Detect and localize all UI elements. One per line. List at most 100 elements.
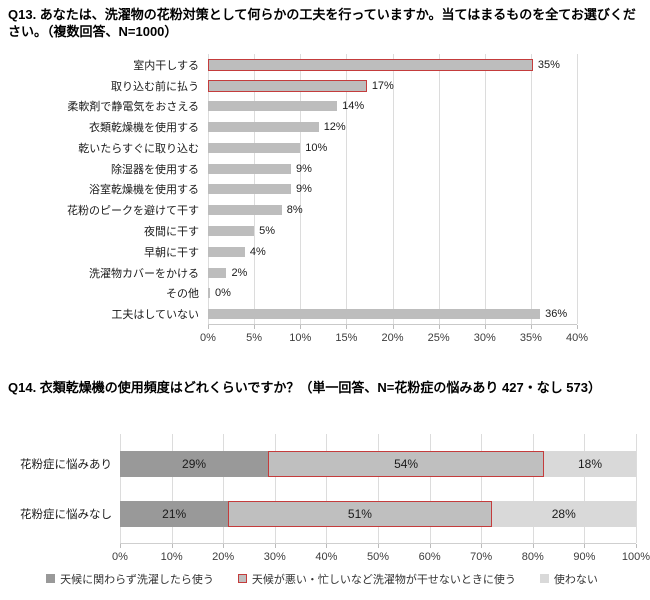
- q13-bar-row: 乾いたらすぐに取り込む 10%: [8, 138, 577, 159]
- category-label: 花粉のピークを避けて干す: [67, 205, 199, 218]
- category-label: 浴室乾燥機を使用する: [89, 184, 199, 197]
- axis-tick-mark: [346, 324, 348, 329]
- x-tick-label: 25%: [427, 331, 450, 344]
- x-tick-label: 40%: [565, 331, 589, 344]
- x-tick-label: 5%: [246, 331, 263, 344]
- gridline: [274, 433, 276, 543]
- category-label: 除湿器を使用する: [111, 163, 199, 176]
- stacked-segment: 29%: [120, 450, 269, 477]
- q14-bar-row: 花粉症に悩みあり 29% 54% 18%: [8, 439, 636, 489]
- segment-value-label: 54%: [394, 456, 419, 471]
- q14-gridlines: [120, 433, 637, 544]
- x-tick-label: 50%: [366, 550, 390, 563]
- category-label: 洗濯物カバーをかける: [89, 267, 199, 280]
- bar-value-label: 4%: [249, 245, 266, 258]
- bar-track: 0%: [208, 283, 577, 304]
- gridline: [326, 433, 328, 543]
- stacked-segment: 21%: [120, 500, 229, 527]
- q14-rows: 花粉症に悩みあり 29% 54% 18% 花粉症に悩みなし 21% 51% 28%: [8, 439, 636, 539]
- axis-tick-mark: [223, 543, 225, 548]
- bar: [208, 163, 292, 174]
- q13-bar-row: その他 0%: [8, 283, 577, 304]
- axis-tick-mark: [532, 543, 534, 548]
- x-tick-label: 100%: [621, 550, 650, 563]
- bar: [208, 184, 292, 195]
- bar: [208, 288, 210, 299]
- q13-bar-row: 柔軟剤で静電気をおさえる 14%: [8, 96, 577, 117]
- legend-label: 天候が悪い・忙しいなど洗濯物が干せないときに使う: [251, 573, 516, 586]
- bar-track: 17%: [208, 75, 577, 96]
- gridline: [484, 54, 486, 324]
- axis-tick-mark: [378, 543, 379, 548]
- bar: [208, 122, 319, 133]
- q13-title: Q13. あなたは、洗濯物の花粉対策として何らかの工夫を行っていますか。当てはま…: [8, 7, 636, 40]
- q13-bar-row: 浴室乾燥機を使用する 9%: [8, 179, 577, 200]
- bar-track: 12%: [208, 117, 577, 138]
- gridline: [584, 433, 586, 543]
- highlighted-bar: [208, 58, 533, 71]
- segment-value-label: 29%: [182, 456, 207, 471]
- stacked-segment: 18%: [544, 450, 636, 477]
- legend-marker: [46, 574, 56, 584]
- bar: [208, 309, 541, 320]
- bar: [208, 101, 338, 112]
- axis-tick-mark: [481, 543, 483, 548]
- bar-value-label: 9%: [296, 162, 312, 175]
- category-label: 衣類乾燥機を使用する: [89, 122, 199, 135]
- category-label: 柔軟剤で静電気をおさえる: [67, 101, 199, 114]
- axis-tick-mark: [254, 324, 256, 329]
- legend-marker: [237, 574, 247, 584]
- x-tick-label: 30%: [473, 331, 496, 344]
- category-label: 夜間に干す: [144, 226, 199, 239]
- x-tick-label: 60%: [418, 550, 441, 563]
- x-tick-label: 20%: [381, 331, 404, 344]
- bar-value-label: 14%: [342, 100, 365, 113]
- x-tick-label: 15%: [335, 331, 358, 344]
- q13-rows: 室内干しする 35% 取り込む前に払う 17% 柔軟剤で静電気をおさえる 14% 衣類乾燥機…: [8, 54, 577, 324]
- gridline: [392, 54, 394, 324]
- bar-value-label: 12%: [323, 121, 346, 134]
- gridline: [346, 54, 348, 324]
- bar-track: 9%: [208, 158, 577, 179]
- bar: [208, 205, 282, 216]
- bar-value-label: 36%: [545, 308, 568, 321]
- q14-plot-area: 花粉症に悩みあり 29% 54% 18% 花粉症に悩みなし 21% 51% 28%: [8, 433, 637, 544]
- q13-bar-row: 室内干しする 35%: [8, 54, 577, 75]
- x-tick-label: 0%: [200, 331, 216, 344]
- x-tick-label: 35%: [519, 331, 542, 344]
- segment-value-label: 51%: [347, 506, 372, 521]
- category-label: 花粉症に悩みあり: [20, 458, 112, 471]
- segment-value-label: 28%: [551, 506, 576, 521]
- bar: [208, 246, 245, 257]
- gridline: [223, 433, 225, 543]
- gridline: [429, 433, 431, 543]
- axis-tick-mark: [484, 324, 486, 329]
- legend-item: 使わない: [539, 571, 598, 587]
- bar-track: 36%: [208, 304, 577, 325]
- q13-bar-row: 工夫はしていない 36%: [8, 304, 577, 325]
- highlighted-bar: [208, 79, 367, 92]
- legend-label: 天候に関わらず洗濯したら使う: [60, 573, 214, 586]
- gridline: [532, 433, 534, 543]
- q14-bar-row: 花粉症に悩みなし 21% 51% 28%: [8, 489, 636, 539]
- axis-tick-mark: [429, 543, 431, 548]
- x-tick-label: 30%: [263, 550, 286, 563]
- gridline: [481, 433, 483, 543]
- category-label: 取り込む前に払う: [111, 80, 199, 93]
- gridline: [530, 54, 532, 324]
- bar-value-label: 0%: [215, 287, 231, 300]
- q13-x-axis: 0% 5% 10% 15% 20% 25% 30% 35% 40%: [200, 324, 588, 349]
- bar-track: 35%: [208, 54, 577, 75]
- bar-track: 14%: [208, 96, 577, 117]
- bar-track: 10%: [208, 138, 577, 159]
- axis-tick-mark: [530, 324, 532, 329]
- gridline: [438, 54, 440, 324]
- category-label: その他: [166, 288, 199, 301]
- q14-x-axis: 0% 10% 20% 30% 40% 50% 60% 70% 80% 90% 100%: [112, 543, 650, 566]
- legend-item: 天候が悪い・忙しいなど洗濯物が干せないときに使う: [237, 571, 516, 587]
- bar: [208, 226, 255, 237]
- q13-bar-row: 洗濯物カバーをかける 2%: [8, 262, 577, 283]
- gridline: [171, 433, 173, 543]
- stacked-bar-track: 21% 51% 28%: [120, 500, 636, 527]
- bar-value-label: 35%: [537, 58, 560, 71]
